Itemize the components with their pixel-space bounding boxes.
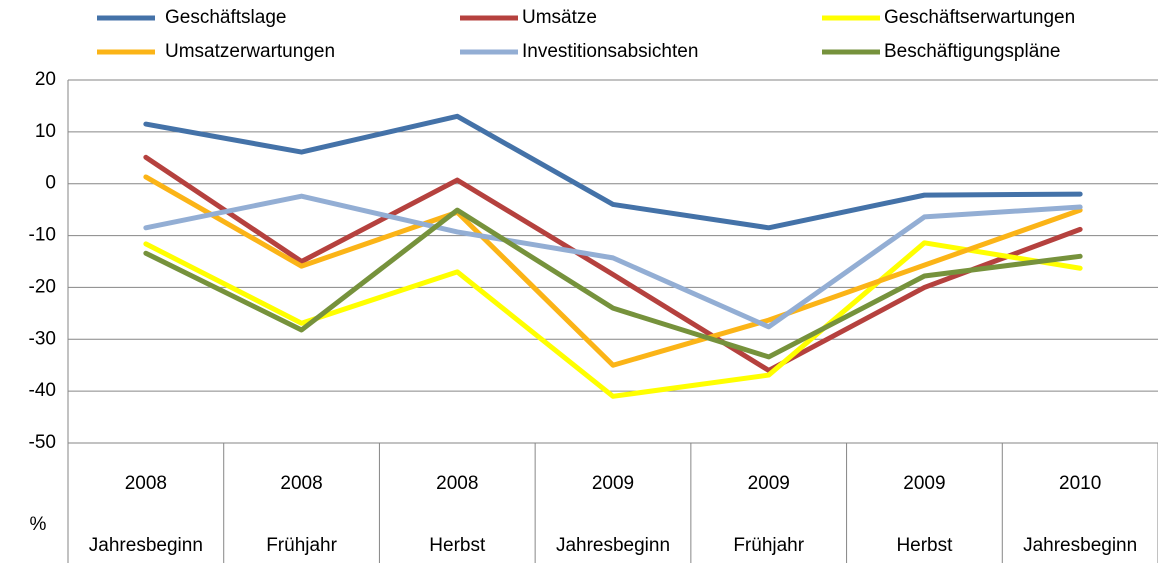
y-tick-label: 10: [35, 121, 56, 142]
x-tick-label: 2009: [903, 473, 945, 494]
series-line: [143, 154, 1083, 373]
y-axis-label: %: [30, 514, 47, 535]
x-tick-label: 2009: [592, 473, 634, 494]
y-tick-label: -50: [29, 432, 56, 453]
legend-label: Geschäftslage: [165, 7, 286, 28]
y-tick-label: -20: [29, 276, 56, 297]
x-tick-sublabel: Herbst: [896, 535, 953, 556]
series-line: [143, 193, 1083, 330]
legend-label: Investitionsabsichten: [522, 41, 698, 62]
x-tick-label: 2008: [280, 473, 322, 494]
y-tick-label: -10: [29, 225, 56, 246]
y-tick-label: 20: [35, 69, 56, 90]
x-tick-label: 2009: [748, 473, 790, 494]
legend-label: Umsätze: [522, 7, 597, 28]
x-tick-sublabel: Frühjahr: [266, 535, 337, 556]
x-tick-label: 2008: [125, 473, 167, 494]
y-tick-label: 0: [45, 173, 56, 194]
x-tick-sublabel: Frühjahr: [733, 535, 804, 556]
y-tick-label: -40: [29, 380, 56, 401]
legend-label: Geschäftserwartungen: [884, 7, 1075, 28]
x-tick-sublabel: Jahresbeginn: [556, 535, 670, 556]
series-line: [143, 240, 1083, 399]
x-tick-label: 2010: [1059, 473, 1101, 494]
legend-label: Umsatzerwartungen: [165, 41, 335, 62]
series-line: [143, 113, 1083, 231]
y-tick-label: -30: [29, 328, 56, 349]
x-tick-sublabel: Jahresbeginn: [89, 535, 203, 556]
x-tick-label: 2008: [436, 473, 478, 494]
legend-label: Beschäftigungspläne: [884, 41, 1060, 62]
series-line: [143, 174, 1083, 368]
x-tick-sublabel: Jahresbeginn: [1023, 535, 1137, 556]
x-tick-sublabel: Herbst: [429, 535, 486, 556]
series-line: [143, 207, 1083, 360]
